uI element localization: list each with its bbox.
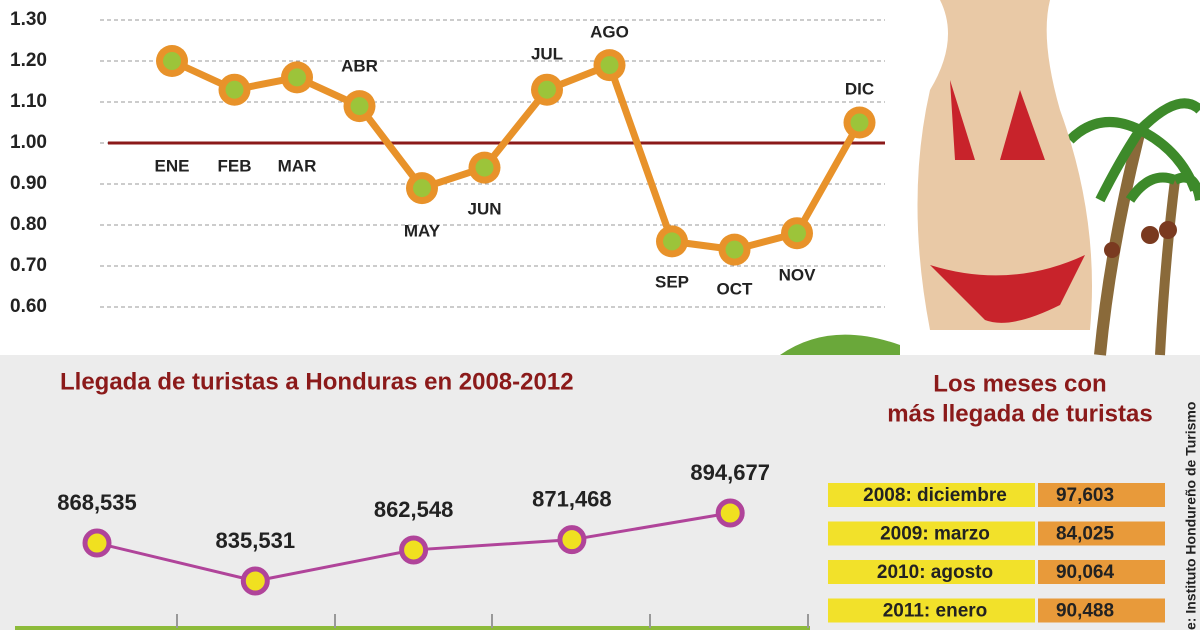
cell — [1038, 560, 1165, 584]
month-label: JUL — [531, 44, 563, 63]
value-label: 868,535 — [57, 490, 137, 515]
month-label: OCT — [717, 279, 754, 298]
y-tick-label: 1.20 — [10, 50, 47, 71]
table-title: Los meses con — [933, 370, 1106, 397]
month-cell: 2010: agosto — [877, 562, 993, 583]
hill — [780, 334, 900, 355]
source: e: Instituto Hondureño de Turismo — [1183, 402, 1199, 630]
value-label: 871,468 — [532, 486, 612, 511]
month-label: NOV — [779, 265, 817, 284]
cell — [1038, 598, 1165, 623]
y-tick-label: 1.10 — [10, 91, 47, 112]
y-tick-label: 0.90 — [10, 173, 47, 194]
point-center — [788, 224, 806, 243]
cell — [1038, 483, 1165, 507]
point-center — [538, 80, 556, 99]
month-label: ENE — [155, 156, 190, 175]
point-center — [350, 97, 369, 116]
y-tick-label: 1.30 — [10, 9, 47, 30]
month-label: JUN — [467, 199, 501, 218]
year-bar — [15, 626, 810, 630]
point-center — [725, 240, 744, 259]
cell — [828, 560, 1035, 584]
month-cell: 2008: diciembre — [863, 485, 1007, 506]
figure — [917, 0, 1092, 330]
cell — [1038, 521, 1165, 546]
point-center — [413, 179, 431, 198]
decoration — [780, 0, 1200, 356]
figure-bottom — [930, 255, 1085, 323]
y-tick-label: 0.70 — [10, 255, 47, 276]
y-tick-label: 0.60 — [10, 296, 47, 317]
palm-trunk — [1155, 179, 1180, 356]
count-cell: 90,064 — [1056, 562, 1115, 583]
month-cell: 2011: enero — [883, 601, 988, 622]
figure-top — [950, 80, 1045, 160]
month-label: FEB — [218, 156, 252, 175]
point — [82, 528, 112, 558]
count-cell: 84,025 — [1056, 524, 1115, 545]
point-center — [600, 56, 619, 75]
cell — [828, 598, 1035, 623]
value-label: 862,548 — [374, 497, 454, 522]
point — [557, 525, 587, 555]
point-center — [475, 158, 494, 177]
month-label: MAY — [404, 221, 441, 240]
point-center — [663, 232, 681, 251]
point — [240, 566, 270, 596]
count-cell: 90,488 — [1056, 601, 1114, 622]
month-label: DIC — [845, 79, 874, 98]
y-tick-label: 0.80 — [10, 214, 47, 235]
cell — [828, 483, 1035, 507]
coconut — [1141, 226, 1159, 244]
month-cell: 2009: marzo — [880, 524, 990, 545]
cell — [828, 521, 1035, 546]
value-label: 835,531 — [216, 528, 296, 553]
point-center — [225, 80, 244, 99]
month-label: SEP — [655, 272, 689, 291]
count-cell: 97,603 — [1056, 485, 1114, 506]
month-label: ABR — [341, 56, 378, 75]
chart-title: Llegada de turistas a Honduras en 2008-2… — [60, 368, 574, 395]
point — [399, 535, 429, 565]
coconut — [1104, 242, 1120, 258]
point-center — [288, 68, 306, 87]
table-title: más llegada de turistas — [887, 400, 1152, 427]
point — [715, 498, 745, 528]
coconut — [1159, 221, 1177, 239]
point-center — [850, 113, 869, 132]
month-label: AGO — [590, 22, 629, 41]
month-label: MAR — [278, 156, 317, 175]
y-tick-label: 1.00 — [10, 132, 47, 153]
palm-leaves — [1066, 98, 1200, 203]
value-label: 894,677 — [690, 460, 770, 485]
point-center — [163, 52, 181, 70]
